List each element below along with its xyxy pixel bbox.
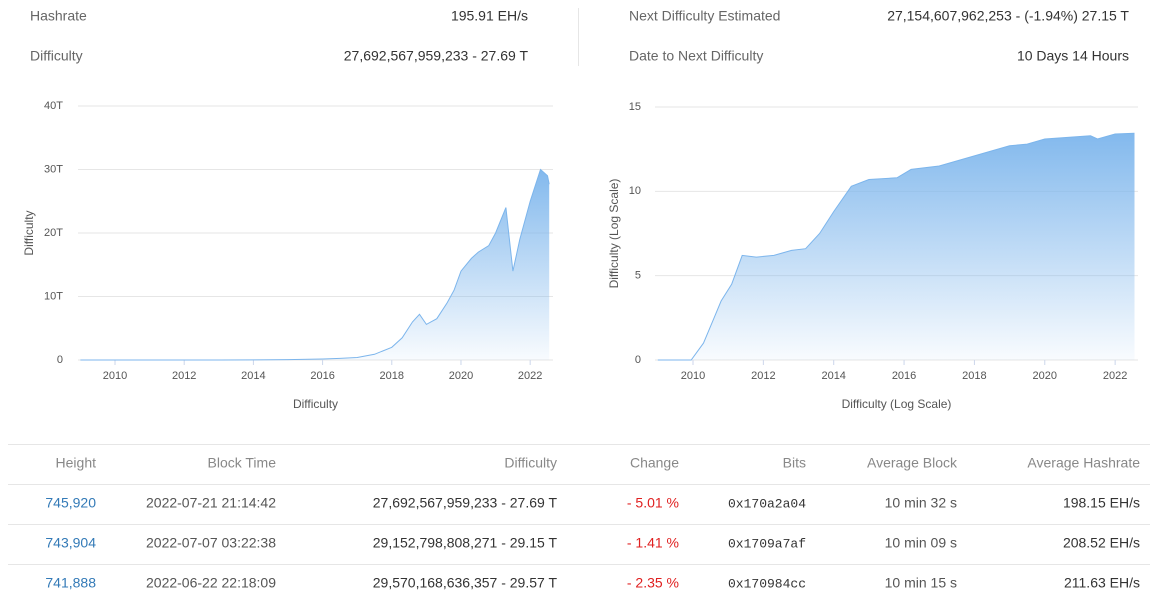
table-cell: 2022-07-07 03:22:38 — [146, 535, 276, 551]
table-cell: 29,570,168,636,357 - 29.57 T — [373, 575, 558, 591]
table-header: Block Time — [208, 455, 277, 471]
table-cell: 0x170a2a04 — [728, 496, 806, 511]
y-tick-label: 40T — [44, 100, 63, 112]
x-tick-label: 2014 — [821, 370, 845, 382]
x-axis-title: Difficulty (Log Scale) — [842, 397, 952, 411]
stat-value: 10 Days 14 Hours — [1017, 48, 1129, 64]
table-header: Average Hashrate — [1027, 455, 1140, 471]
x-tick-label: 2016 — [310, 370, 334, 382]
x-tick-label: 2022 — [518, 370, 542, 382]
stat-label: Hashrate — [30, 8, 87, 24]
y-tick-label: 15 — [629, 101, 641, 113]
stat-label: Date to Next Difficulty — [629, 48, 763, 64]
table-cell: - 5.01 % — [627, 495, 679, 511]
stat-value: 195.91 EH/s — [451, 8, 528, 24]
table-header: Height — [56, 455, 97, 471]
y-tick-label: 10 — [629, 185, 641, 197]
x-tick-label: 2020 — [1033, 370, 1057, 382]
x-tick-label: 2018 — [380, 370, 404, 382]
table-cell: - 1.41 % — [627, 535, 679, 551]
table-cell: 10 min 09 s — [885, 535, 957, 551]
area-line — [80, 168, 550, 361]
table-cell: 208.52 EH/s — [1063, 535, 1140, 551]
table-header: Change — [630, 455, 679, 471]
height-link[interactable]: 741,888 — [45, 575, 96, 591]
table-cell: - 2.35 % — [627, 575, 679, 591]
area-line — [657, 132, 1135, 361]
table-cell: 0x1709a7af — [728, 536, 806, 551]
table-header: Average Block — [867, 455, 958, 471]
x-tick-label: 2012 — [751, 370, 775, 382]
stat-label: Difficulty — [30, 48, 83, 64]
area-fill — [80, 169, 550, 360]
table-cell: 198.15 EH/s — [1063, 495, 1140, 511]
y-tick-label: 0 — [57, 354, 63, 366]
y-tick-label: 5 — [635, 270, 641, 282]
y-tick-label: 20T — [44, 227, 63, 239]
x-tick-label: 2022 — [1103, 370, 1127, 382]
table-header: Bits — [783, 455, 806, 471]
y-tick-label: 30T — [44, 163, 63, 175]
height-link[interactable]: 743,904 — [45, 535, 96, 551]
x-axis-title: Difficulty — [293, 397, 338, 411]
y-axis-title: Difficulty — [22, 210, 36, 255]
y-tick-label: 0 — [635, 354, 641, 366]
table-header: Difficulty — [504, 455, 557, 471]
table-cell: 27,692,567,959,233 - 27.69 T — [373, 495, 558, 511]
table-cell: 0x170984cc — [728, 576, 806, 591]
x-tick-label: 2014 — [241, 370, 265, 382]
stat-value: 27,692,567,959,233 - 27.69 T — [344, 48, 529, 64]
stat-label: Next Difficulty Estimated — [629, 8, 780, 24]
x-tick-label: 2020 — [449, 370, 473, 382]
y-axis-title: Difficulty (Log Scale) — [607, 179, 621, 289]
height-link[interactable]: 745,920 — [45, 495, 96, 511]
table-cell: 2022-07-21 21:14:42 — [146, 495, 276, 511]
y-tick-label: 10T — [44, 290, 63, 302]
table-cell: 10 min 15 s — [885, 575, 957, 591]
x-tick-label: 2010 — [681, 370, 705, 382]
x-tick-label: 2012 — [172, 370, 196, 382]
table-cell: 2022-06-22 22:18:09 — [146, 575, 276, 591]
table-cell: 211.63 EH/s — [1064, 575, 1140, 591]
x-tick-label: 2010 — [103, 370, 127, 382]
table-cell: 10 min 32 s — [885, 495, 957, 511]
x-tick-label: 2016 — [892, 370, 916, 382]
stat-value: 27,154,607,962,253 - (-1.94%) 27.15 T — [887, 8, 1129, 24]
table-cell: 29,152,798,808,271 - 29.15 T — [373, 535, 558, 551]
x-tick-label: 2018 — [962, 370, 986, 382]
area-fill — [657, 133, 1135, 360]
